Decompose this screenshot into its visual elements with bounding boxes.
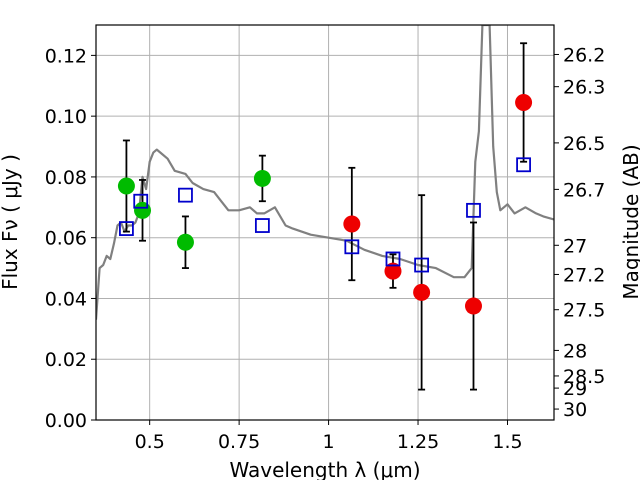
model-photometry-square xyxy=(344,239,360,255)
green-data-point xyxy=(253,169,271,187)
green-data-point xyxy=(176,233,194,251)
red-data-point xyxy=(413,283,431,301)
model-photometry-square xyxy=(178,187,193,203)
y-tick-label: 0.00 xyxy=(45,410,87,432)
y2-tick-label: 26.3 xyxy=(563,77,605,99)
y2-tick-label: 28.5 xyxy=(563,366,605,388)
red-data-point xyxy=(384,262,402,280)
x-tick-label: 0.75 xyxy=(218,431,260,453)
plot-frame xyxy=(95,24,555,421)
y2-axis-title: Magnitude (AB) xyxy=(619,144,640,299)
y2-tick-label: 27.5 xyxy=(563,300,605,322)
y-tick-label: 0.04 xyxy=(45,288,87,310)
red-data-point xyxy=(515,93,533,111)
grid-lines xyxy=(96,25,554,421)
y2-tick-label: 29 xyxy=(563,378,587,400)
green-data-point xyxy=(134,201,152,219)
axis-ticks: 0.5 0.75 1 1.25 1.5 0.00 0.02 0.04 0.06 0.08 0.10 0… xyxy=(45,44,606,453)
y2-tick-label: 28 xyxy=(563,340,587,362)
x-axis-title: Wavelength λ (μm) xyxy=(229,458,420,480)
y-tick-label: 0.12 xyxy=(45,45,87,67)
y2-tick-label: 27 xyxy=(563,235,587,257)
model-spectrum-line xyxy=(96,25,554,320)
model-photometry-square xyxy=(414,257,430,273)
model-photometry-square xyxy=(385,251,401,267)
y-tick-label: 0.02 xyxy=(45,349,87,371)
x-tick-label: 0.5 xyxy=(135,431,165,453)
y-tick-label: 0.08 xyxy=(45,167,87,189)
y-tick-label: 0.06 xyxy=(45,228,87,250)
model-photometry-square xyxy=(119,221,134,236)
model-photometry-square xyxy=(466,202,481,218)
model-photometry-square xyxy=(516,157,531,173)
y2-tick-label: 26.2 xyxy=(563,44,605,66)
model-photometry-square xyxy=(254,218,270,233)
red-data-point xyxy=(464,297,482,315)
green-data-point xyxy=(117,177,135,195)
y2-tick-label: 30 xyxy=(563,399,587,421)
x-tick-label: 1.25 xyxy=(397,431,439,453)
y2-tick-label: 27.2 xyxy=(563,264,605,286)
series-layer xyxy=(96,25,554,391)
model-photometry-square xyxy=(133,193,149,209)
x-tick-label: 1 xyxy=(323,431,335,453)
y-tick-label: 0.10 xyxy=(45,106,87,128)
y-axis-title: Flux Fν ( μJy ) xyxy=(0,154,22,290)
x-tick-label: 1.5 xyxy=(492,431,522,453)
y2-tick-label: 26.5 xyxy=(563,133,605,155)
red-data-point xyxy=(343,215,361,233)
y2-tick-label: 26.7 xyxy=(563,179,605,201)
